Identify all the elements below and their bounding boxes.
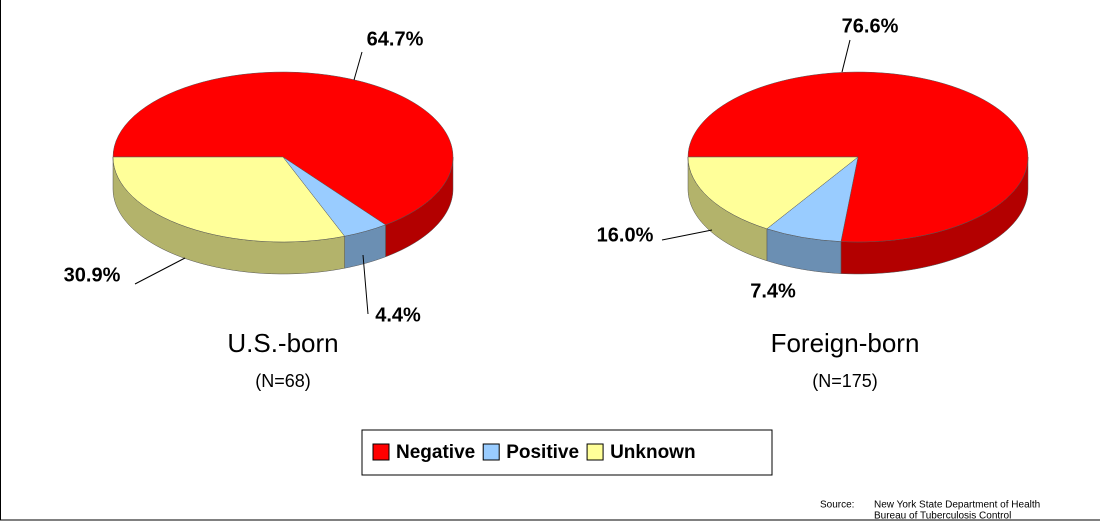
legend-swatch bbox=[586, 443, 604, 461]
slice bbox=[687, 156, 859, 230]
slice bbox=[112, 71, 454, 226]
data-label: 30.9% bbox=[64, 264, 121, 286]
leader-line bbox=[661, 229, 713, 241]
source-line: Bureau of Tuberculosis Control bbox=[874, 511, 1011, 522]
legend-box bbox=[361, 429, 773, 476]
legend-swatch bbox=[372, 443, 390, 461]
chart-subtitle: (N=175) bbox=[812, 371, 878, 391]
leader-line bbox=[841, 39, 851, 73]
slice bbox=[112, 156, 346, 243]
data-label: 7.4% bbox=[750, 280, 796, 302]
source-line: New York State Department of Health bbox=[874, 500, 1040, 511]
data-label: 64.7% bbox=[367, 28, 424, 50]
legend-label: Negative bbox=[396, 442, 475, 463]
data-label: 4.4% bbox=[375, 304, 421, 326]
data-label: 76.6% bbox=[842, 15, 899, 37]
data-label: 16.0% bbox=[597, 224, 654, 246]
leader-line bbox=[134, 257, 186, 285]
legend-label: Unknown bbox=[610, 442, 696, 463]
chart-subtitle: (N=68) bbox=[255, 371, 311, 391]
leader-line bbox=[362, 254, 369, 315]
legend-swatch bbox=[482, 443, 500, 461]
legend-label: Positive bbox=[506, 442, 579, 463]
leader-line bbox=[353, 51, 363, 81]
chart-title: Foreign-born bbox=[771, 328, 920, 358]
source-label: Source: bbox=[820, 500, 854, 511]
chart-title: U.S.-born bbox=[227, 328, 338, 358]
